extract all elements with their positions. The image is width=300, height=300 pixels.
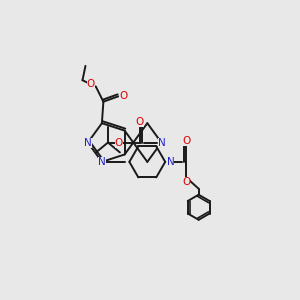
Text: N: N bbox=[158, 137, 165, 148]
Text: N: N bbox=[98, 157, 106, 167]
Text: O: O bbox=[119, 91, 127, 101]
Text: O: O bbox=[136, 117, 144, 127]
Text: N: N bbox=[167, 157, 175, 167]
Text: O: O bbox=[182, 136, 190, 146]
Text: O: O bbox=[182, 178, 190, 188]
Text: N: N bbox=[84, 137, 92, 148]
Text: O: O bbox=[115, 137, 123, 148]
Text: O: O bbox=[87, 80, 95, 89]
